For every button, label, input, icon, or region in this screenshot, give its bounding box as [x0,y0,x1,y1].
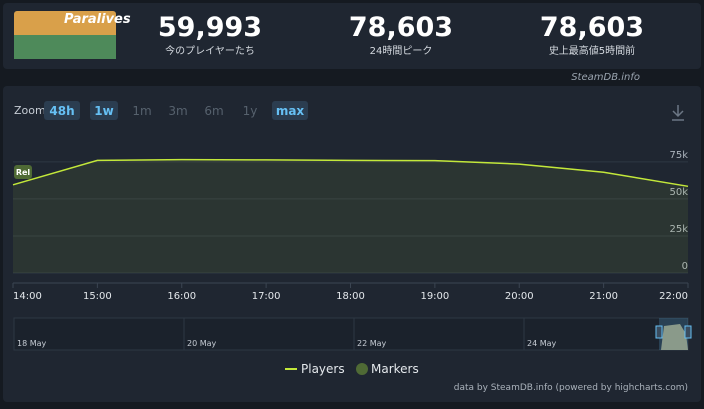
stat-value: 78,603 [540,12,644,43]
legend-label[interactable]: Players [301,362,345,376]
download-icon[interactable] [672,105,684,121]
navigator-handle[interactable] [655,325,663,339]
x-tick-label: 15:00 [83,291,112,302]
navigator-handle[interactable] [684,325,692,339]
zoom-button[interactable]: 48h [49,104,74,118]
zoom-button[interactable]: 1m [132,104,151,118]
navigator-label: 20 May [187,339,217,348]
zoom-button-bg[interactable] [272,101,308,120]
game-logo: Paralives [64,12,131,27]
zoom-button[interactable]: 3m [168,104,187,118]
area [13,159,688,273]
y-tick-label: 75k [669,150,688,161]
stat-label: 今のプレイヤーたち [165,44,255,57]
stat-value: 78,603 [349,12,453,43]
zoom-button[interactable]: 1y [243,104,258,118]
source: SteamDB.info [571,72,640,83]
stats-panel [3,3,701,69]
x-tick-label: 17:00 [252,291,281,302]
stat-value: 59,993 [158,12,262,43]
legend-label[interactable]: Markers [371,362,419,376]
navigator-label: 22 May [357,339,387,348]
zoom-label: Zoom [14,104,46,117]
zoom-button-bg[interactable] [90,101,118,120]
x-tick-label: 18:00 [336,291,365,302]
x-tick-label: 14:00 [13,291,42,302]
x-tick-label: 22:00 [659,291,688,302]
zoom-button-bg[interactable] [44,101,80,120]
x-tick-label: 20:00 [505,291,534,302]
x-tick-label: 21:00 [589,291,618,302]
marker [14,165,32,179]
zoom-button[interactable]: 1w [94,104,113,118]
stat-label: 24時間ピーク [370,45,433,57]
navigator [13,317,689,351]
navigator-label: 24 May [527,339,557,348]
navigator-area [661,324,688,350]
stat-label: 史上最高値5時間前 [549,44,635,57]
line [12,158,689,188]
navigator-label: 18 May [17,339,47,348]
y-tick-label: 25k [669,224,688,235]
zoom-button[interactable]: max [276,104,305,118]
marker-label: Rel [16,168,31,177]
y-tick-label: 50k [669,187,688,198]
x-tick-label: 19:00 [420,291,449,302]
credit: data by SteamDB.info (powered by highcha… [454,383,688,393]
y-tick-label: 0 [682,261,688,272]
zoom-button[interactable]: 6m [204,104,223,118]
game-image-ground [14,35,116,59]
x-tick-label: 16:00 [167,291,196,302]
legend-symbol [356,363,368,375]
